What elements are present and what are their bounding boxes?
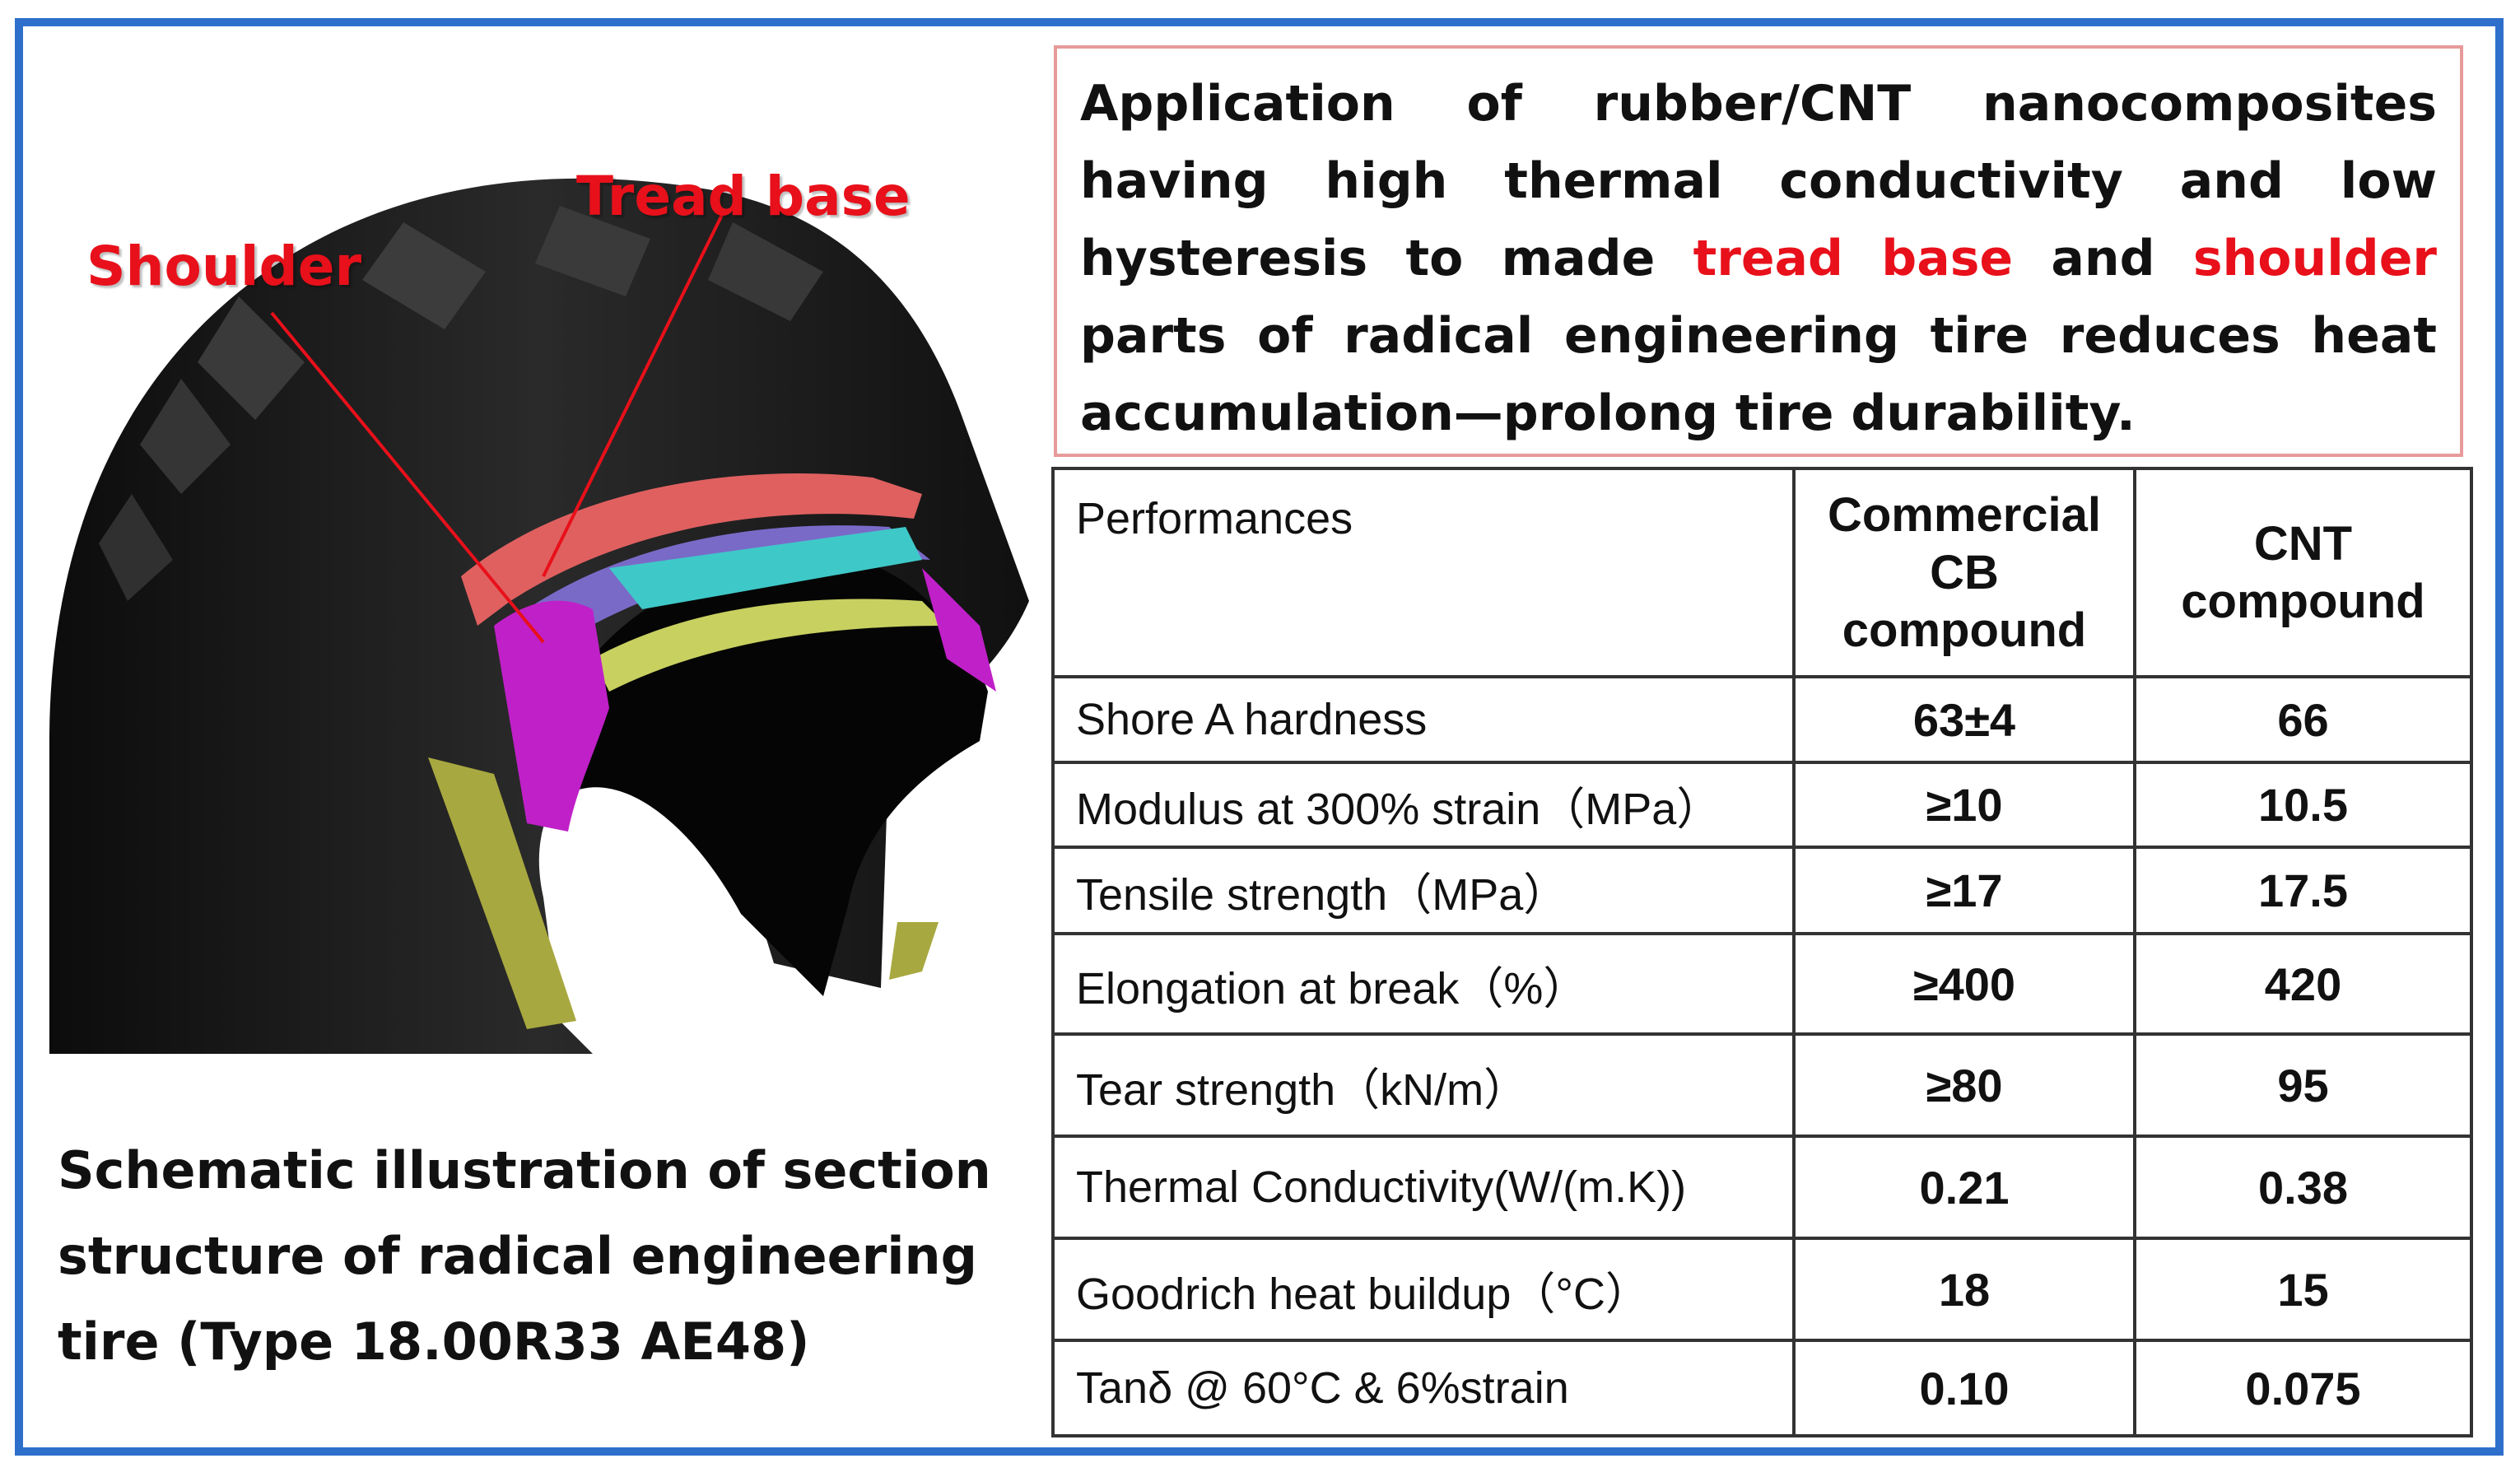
summary-part: parts of radical engineering tire reduce… xyxy=(1080,307,2437,442)
table-row: Goodrich heat buildup（°C） 18 15 xyxy=(1051,1237,2473,1342)
row-cnt-value: 10.5 xyxy=(2133,761,2473,849)
sidewall-ply xyxy=(889,922,939,980)
shoulder-layer xyxy=(922,568,996,692)
header-commercial-cb: Commercial CB compound xyxy=(1792,467,2136,678)
table-row: Thermal Conductivity(W/(m.K)) 0.21 0.38 xyxy=(1051,1135,2473,1240)
highlight-tread-base: tread base xyxy=(1693,230,2014,287)
tread-lug xyxy=(708,222,823,321)
row-cnt-value: 0.075 xyxy=(2133,1339,2473,1437)
row-cb-value: ≥80 xyxy=(1792,1032,2136,1138)
summary-part: and xyxy=(2013,230,2193,287)
table-row: Modulus at 300% strain（MPa） ≥10 10.5 xyxy=(1051,761,2473,849)
sidewall-ply xyxy=(428,757,576,1029)
table-row: Elongation at break（%） ≥400 420 xyxy=(1051,932,2473,1036)
row-name: Goodrich heat buildup（°C） xyxy=(1051,1237,1796,1342)
row-name: Shore A hardness xyxy=(1051,675,1796,764)
row-name: Tear strength（kN/m） xyxy=(1051,1032,1796,1138)
tread-base-leader-line xyxy=(542,209,726,577)
tread-base-label: Tread base xyxy=(576,165,911,228)
summary-text: Application of rubber/CNT nanocomposites… xyxy=(1080,65,2437,452)
row-cb-value: ≥400 xyxy=(1792,932,2136,1036)
header-performances: Performances xyxy=(1051,467,1796,678)
row-name: Elongation at break（%） xyxy=(1051,932,1796,1036)
table-row: Tanδ @ 60°C & 6%strain 0.10 0.075 xyxy=(1051,1339,2473,1437)
row-cnt-value: 420 xyxy=(2133,932,2473,1036)
row-cnt-value: 15 xyxy=(2133,1237,2473,1342)
row-cnt-value: 95 xyxy=(2133,1032,2473,1138)
row-cb-value: ≥10 xyxy=(1792,761,2136,849)
row-cnt-value: 0.38 xyxy=(2133,1135,2473,1240)
row-cnt-value: 66 xyxy=(2133,675,2473,764)
row-cb-value: 18 xyxy=(1792,1237,2136,1342)
row-name: Tanδ @ 60°C & 6%strain xyxy=(1051,1339,1796,1437)
cyan-layer xyxy=(609,527,922,609)
header-cnt: CNT compound xyxy=(2133,467,2473,678)
shoulder-leader-line xyxy=(270,311,545,644)
row-cb-value: ≥17 xyxy=(1792,846,2136,935)
summary-part: Application of rubber/CNT nanocomposites… xyxy=(1080,75,2437,287)
row-name: Tensile strength（MPa） xyxy=(1051,846,1796,935)
row-name: Thermal Conductivity(W/(m.K)) xyxy=(1051,1135,1796,1240)
shoulder-label: Shoulder xyxy=(86,235,362,298)
performance-table: Performances Commercial CB compound CNT … xyxy=(1051,467,2473,1437)
tread-lug xyxy=(99,494,173,601)
tread-lug xyxy=(535,206,650,296)
summary-box: Application of rubber/CNT nanocomposites… xyxy=(1054,45,2463,457)
table-row: Shore A hardness 63±4 66 xyxy=(1051,675,2473,764)
row-cb-value: 0.10 xyxy=(1792,1339,2136,1437)
figure-caption: Schematic illustration of section struct… xyxy=(58,1140,991,1372)
tread-lug xyxy=(198,296,305,420)
highlight-shoulder: shoulder xyxy=(2192,230,2437,287)
tread-lug xyxy=(140,379,231,494)
ply-layer xyxy=(593,599,947,692)
row-name: Modulus at 300% strain（MPa） xyxy=(1051,761,1796,849)
shoulder-layer xyxy=(494,600,609,832)
tread-lug xyxy=(362,222,486,329)
row-cb-value: 0.21 xyxy=(1792,1135,2136,1240)
row-cnt-value: 17.5 xyxy=(2133,846,2473,935)
table-row: Tear strength（kN/m） ≥80 95 xyxy=(1051,1032,2473,1138)
row-cb-value: 63±4 xyxy=(1792,675,2136,764)
tire-section-illustration xyxy=(49,178,1029,1054)
table-row: Tensile strength（MPa） ≥17 17.5 xyxy=(1051,846,2473,935)
table-header-row: Performances Commercial CB compound CNT … xyxy=(1051,467,2473,678)
